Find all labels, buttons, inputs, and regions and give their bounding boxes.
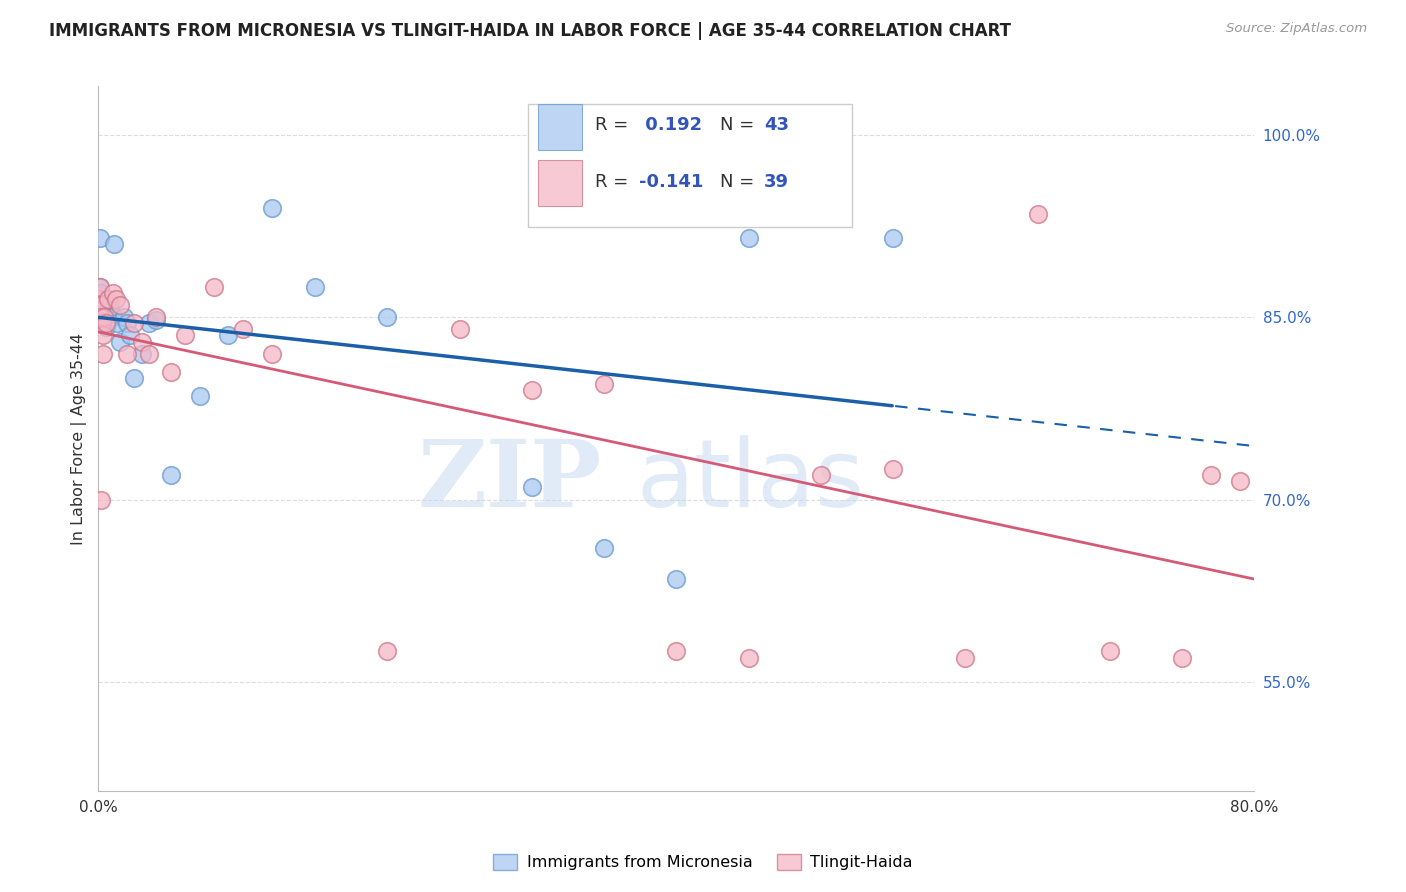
Point [94, 301, 117, 315]
Point [89, 280, 111, 294]
Point [91, 316, 114, 330]
Point [188, 389, 211, 403]
Point [94, 316, 117, 330]
Point [97, 307, 120, 321]
Point [145, 312, 167, 326]
Text: N =: N = [720, 116, 761, 134]
Point [138, 316, 160, 330]
Point [138, 347, 160, 361]
Point [737, 231, 759, 245]
Text: atlas: atlas [636, 435, 865, 527]
Point [260, 201, 283, 215]
Point [260, 347, 283, 361]
Point [117, 316, 139, 330]
Point [955, 650, 977, 665]
Point [89, 298, 111, 312]
Point [98, 298, 121, 312]
Point [124, 371, 146, 385]
Point [90, 492, 112, 507]
Point [89, 280, 111, 294]
Point [1229, 475, 1251, 489]
Point [90, 308, 112, 322]
Text: 39: 39 [765, 172, 789, 191]
Point [94, 316, 117, 330]
Point [593, 541, 616, 556]
Point [97, 292, 120, 306]
Point [89, 298, 111, 312]
Text: Source: ZipAtlas.com: Source: ZipAtlas.com [1226, 22, 1367, 36]
Point [882, 462, 904, 476]
Point [124, 316, 146, 330]
Point [96, 320, 118, 334]
Legend: Immigrants from Micronesia, Tlingit-Haida: Immigrants from Micronesia, Tlingit-Haid… [486, 847, 920, 877]
Point [131, 334, 153, 349]
Point [593, 377, 616, 392]
Point [737, 650, 759, 665]
Point [108, 334, 131, 349]
Point [217, 328, 239, 343]
Point [93, 347, 115, 361]
Point [105, 316, 128, 330]
Point [159, 365, 181, 379]
FancyBboxPatch shape [529, 104, 852, 227]
Point [90, 310, 112, 325]
Point [93, 310, 115, 325]
Point [104, 292, 127, 306]
Point [101, 285, 124, 300]
Point [882, 231, 904, 245]
Point [91, 328, 114, 343]
Point [449, 322, 471, 336]
Point [117, 347, 139, 361]
Y-axis label: In Labor Force | Age 35-44: In Labor Force | Age 35-44 [72, 333, 87, 545]
Point [1026, 207, 1049, 221]
Point [93, 308, 115, 322]
Point [1199, 468, 1222, 483]
Text: 43: 43 [765, 116, 789, 134]
Point [89, 304, 111, 318]
Point [100, 304, 122, 318]
Point [665, 572, 688, 586]
Point [202, 280, 225, 294]
Point [174, 328, 197, 343]
Text: N =: N = [720, 172, 761, 191]
Point [665, 644, 688, 658]
Point [145, 310, 167, 325]
Text: IMMIGRANTS FROM MICRONESIA VS TLINGIT-HAIDA IN LABOR FORCE | AGE 35-44 CORRELATI: IMMIGRANTS FROM MICRONESIA VS TLINGIT-HA… [49, 22, 1011, 40]
Point [112, 310, 135, 325]
Text: 0.192: 0.192 [640, 116, 703, 134]
Point [120, 328, 142, 343]
Text: R =: R = [595, 116, 634, 134]
Point [89, 231, 111, 245]
Point [87, 292, 110, 306]
Point [103, 237, 125, 252]
Point [89, 304, 111, 318]
Point [91, 298, 114, 312]
Point [90, 316, 112, 330]
Bar [537, 161, 582, 206]
Point [108, 298, 131, 312]
Point [377, 644, 399, 658]
Point [90, 285, 112, 300]
Point [97, 312, 120, 326]
Point [91, 312, 114, 326]
Point [1098, 644, 1121, 658]
Bar [537, 104, 582, 150]
Point [93, 310, 115, 325]
Point [131, 347, 153, 361]
Point [96, 295, 118, 310]
Point [520, 383, 543, 397]
Point [159, 468, 181, 483]
Text: ZIP: ZIP [418, 436, 602, 526]
Point [101, 310, 124, 325]
Text: R =: R = [595, 172, 634, 191]
Point [87, 292, 110, 306]
Point [810, 468, 832, 483]
Point [91, 304, 114, 318]
Point [232, 322, 254, 336]
Point [520, 480, 543, 494]
Text: -0.141: -0.141 [640, 172, 704, 191]
Point [304, 280, 326, 294]
Point [1171, 650, 1194, 665]
Point [377, 310, 399, 325]
